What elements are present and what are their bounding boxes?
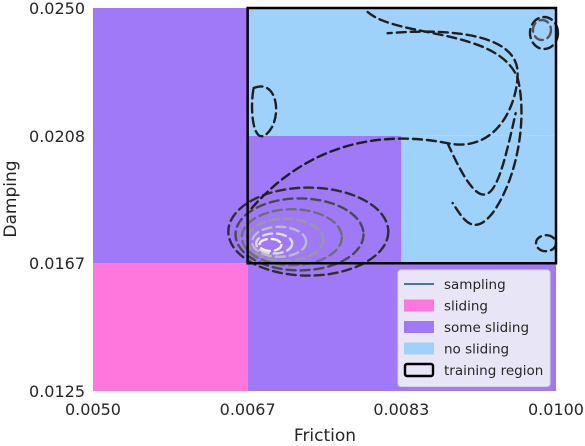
- region-some-sliding-2: [93, 8, 248, 264]
- legend-swatch: [404, 321, 434, 333]
- x-tick-label: 0.0083: [373, 400, 429, 419]
- sampling-contours: [227, 10, 560, 277]
- x-tick-label: 0.0050: [65, 400, 121, 419]
- sampling-contour-corner-1: [531, 18, 553, 42]
- x-axis-label: Friction: [294, 426, 356, 446]
- training-region-box: [246, 6, 558, 265]
- legend-swatch-training-region: [403, 362, 435, 378]
- sampling-contour-6: [227, 186, 390, 277]
- sampling-contour-outer: [250, 30, 519, 210]
- sampling-contour-top: [366, 10, 523, 227]
- y-axis-label: Damping: [1, 160, 21, 237]
- sampling-contour-1: [255, 232, 294, 255]
- x-tick-label: 0.0067: [220, 400, 276, 419]
- legend-label: sliding: [444, 299, 488, 315]
- region-some-sliding-3: [247, 135, 402, 264]
- legend-label: some sliding: [444, 320, 529, 336]
- region-no-sliding-5: [247, 8, 556, 136]
- sampling-contour-4: [240, 207, 344, 267]
- sampling-contour-side: [250, 85, 278, 138]
- y-tick-label: 0.0250: [29, 0, 85, 18]
- sampling-contour-2: [250, 225, 308, 258]
- region-no-sliding-4: [401, 135, 556, 264]
- legend-swatch: [404, 342, 434, 355]
- y-tick-label: 0.0208: [29, 127, 85, 146]
- y-tick-labels: 0.0125 0.0167 0.0208 0.0250: [29, 0, 85, 401]
- x-tick-label: 0.0100: [528, 400, 584, 419]
- sampling-contour-0: [258, 237, 283, 253]
- sampling-contour-corner-0: [528, 15, 560, 51]
- legend-swatch: [404, 299, 434, 312]
- region-sliding-0: [93, 263, 248, 391]
- legend-label: sampling: [444, 277, 506, 293]
- legend-label: no sliding: [444, 342, 509, 358]
- x-tick-labels: 0.0050 0.0067 0.0083 0.0100: [65, 400, 584, 419]
- sampling-contour-3: [246, 217, 325, 262]
- y-tick-label: 0.0167: [29, 254, 85, 273]
- legend-frame: [397, 269, 551, 387]
- sampling-contour-5: [234, 197, 365, 272]
- y-tick-label: 0.0125: [29, 382, 85, 401]
- legend: sampling sliding some sliding no sliding tra…: [397, 269, 551, 387]
- legend-label: training region: [444, 363, 543, 379]
